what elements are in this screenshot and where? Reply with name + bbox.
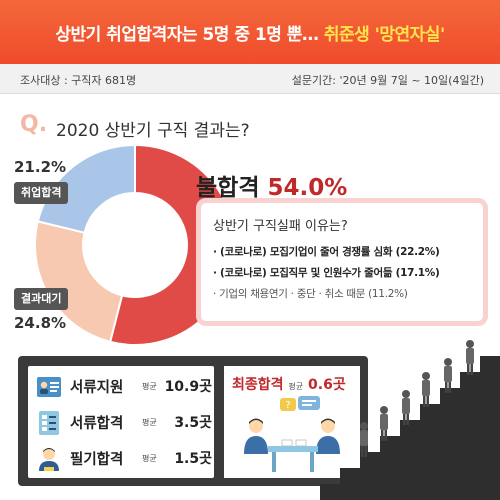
checklist-icon (39, 411, 59, 435)
job-seekers-stairs-illustration (320, 340, 500, 500)
job-seeker-figure (444, 358, 452, 393)
final-pass-card: 최종합격 평균 0.6곳 ? (224, 366, 360, 478)
reasons-title: 상반기 구직실패 이유는? (213, 219, 348, 234)
final-value: 0.6곳 (308, 377, 346, 393)
question-mark: Q. (20, 112, 48, 137)
stat-value: 1.5곳 (174, 451, 212, 467)
reason-item: · (코로나로) 모집기업이 줄어 경쟁률 심화 (22.2%) (213, 246, 440, 258)
slice-wait (34, 220, 124, 344)
stat-name: 필기합격 (70, 452, 124, 468)
fail-text: 불합격 (196, 175, 260, 201)
stat-avg-label: 평균 (142, 454, 157, 463)
banner-title: 상반기 취업합격자는 5명 중 1명 뿐… (55, 24, 319, 45)
pass-tag: 취업합격 (14, 182, 69, 204)
stat-name: 서류지원 (70, 380, 124, 396)
reason-item: · (코로나로) 모집직무 및 인원수가 줄어듦 (17.1%) (213, 267, 440, 279)
final-pass-title: 최종합격 평균 0.6곳 (232, 374, 346, 394)
job-seeker-figure (422, 372, 430, 407)
svg-text:?: ? (285, 400, 290, 411)
job-seeker-figure (402, 390, 410, 425)
stairs-shape (320, 356, 500, 500)
stat-row-applied: 서류지원 평균 10.9곳 (36, 372, 212, 402)
survey-target: 조사대상 : 구직자 681명 (20, 74, 137, 87)
wait-tag: 결과대기 (14, 288, 69, 310)
stat-avg-label: 평균 (142, 418, 157, 427)
reason-item: · 기업의 채용연기 · 중단 · 취소 때문 (11.2%) (213, 288, 408, 300)
wait-percentage: 24.8% (14, 314, 67, 332)
question-title: 2020 상반기 구직 결과는? (56, 121, 250, 141)
final-avg-label: 평균 (288, 382, 304, 391)
stat-value: 3.5곳 (174, 415, 212, 431)
resume-icon (37, 377, 61, 397)
stat-value: 10.9곳 (164, 379, 212, 395)
pass-percentage: 21.2% (14, 158, 67, 176)
failure-reasons-box: 상반기 구직실패 이유는? · (코로나로) 모집기업이 줄어 경쟁률 심화 (… (196, 198, 488, 326)
fail-percentage: 54.0% (267, 175, 348, 201)
final-name: 최종합격 (232, 377, 284, 393)
stat-name: 서류합격 (70, 416, 124, 432)
survey-period: 설문기간: '20년 9월 7일 ~ 10일(4일간) (291, 74, 484, 87)
stat-row-doc-pass: 서류합격 평균 3.5곳 (36, 408, 212, 438)
stat-avg-label: 평균 (142, 382, 157, 391)
job-seeker-figure (360, 422, 368, 457)
interview-illustration: ? (244, 396, 340, 472)
job-seeker-figure (380, 406, 388, 441)
stat-row-written-pass: 필기합격 평균 1.5곳 (36, 444, 212, 474)
job-seeker-figure (466, 340, 474, 375)
survey-info-bar: 조사대상 : 구직자 681명 설문기간: '20년 9월 7일 ~ 10일(4… (0, 64, 500, 94)
title-banner: 상반기 취업합격자는 5명 중 1명 뿐… 취준생 '망연자실' (0, 0, 500, 64)
fail-label: 불합격 54.0% (196, 168, 347, 202)
banner-subtitle: 취준생 '망연자실' (323, 24, 445, 45)
person-icon (39, 448, 59, 471)
